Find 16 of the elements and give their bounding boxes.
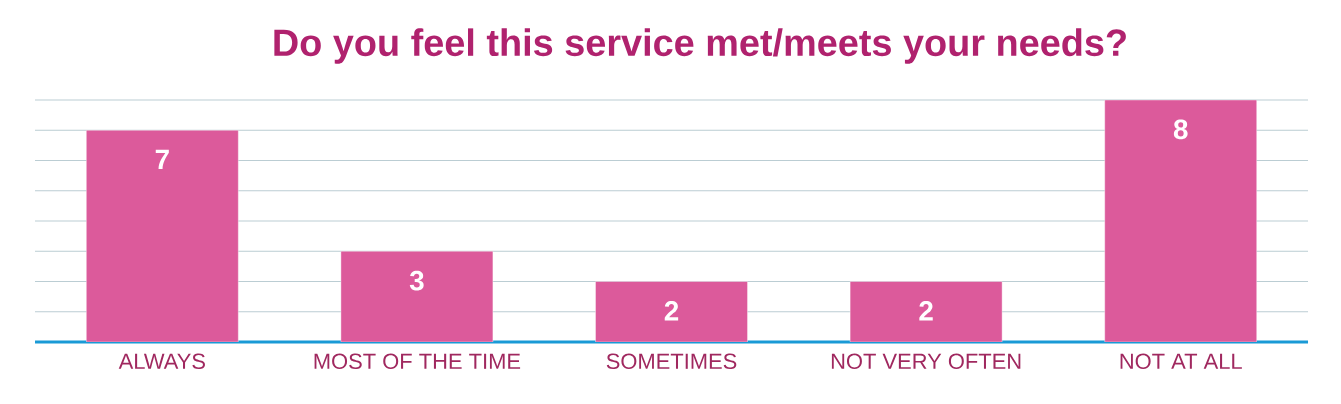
data-label: 7 (155, 149, 169, 169)
x-tick-label: NOT AT ALL (1120, 353, 1242, 370)
x-tick-label: MOST OF THE TIME (314, 353, 521, 370)
bar (595, 281, 748, 342)
x-tick-label: SOMETIMES (606, 353, 737, 370)
chart-title: Do you feel this service met/meets your needs? (274, 28, 1126, 64)
data-label: 2 (664, 301, 679, 321)
x-tick-label: NOT VERY OFTEN (831, 353, 1021, 370)
data-label: 8 (1173, 119, 1188, 140)
bar (1104, 100, 1257, 342)
bar (849, 281, 1003, 342)
data-label: 3 (409, 270, 424, 291)
bar (86, 130, 239, 342)
bar (340, 251, 494, 342)
data-label: 2 (919, 301, 933, 321)
x-tick-label: ALWAYS (118, 353, 205, 370)
